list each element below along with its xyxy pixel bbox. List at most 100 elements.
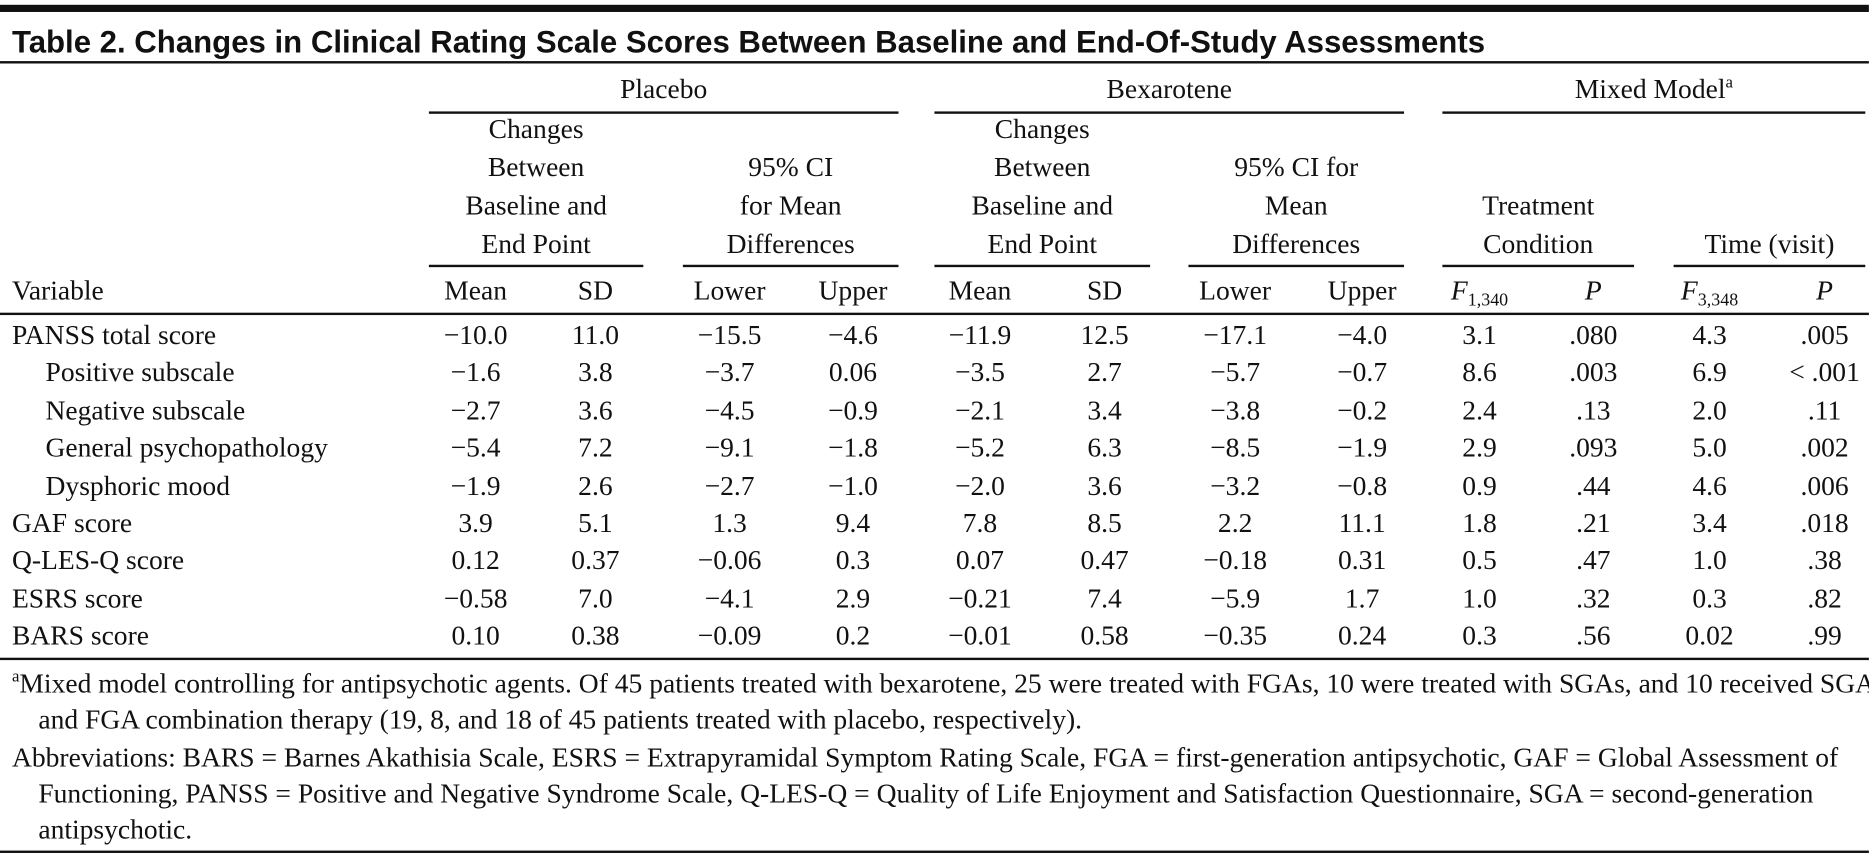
cell-value: 0.5: [1462, 545, 1497, 576]
cell-value: −4.5: [704, 395, 755, 426]
cell-value: −1.9: [450, 470, 501, 501]
cell-value: 0.10: [451, 620, 500, 651]
cell-value: −0.09: [697, 620, 762, 651]
cell-value: 1.3: [712, 507, 747, 538]
cell-value: −0.35: [1203, 620, 1268, 651]
cell-value: −2.0: [954, 470, 1005, 501]
cell-value: 0.3: [1692, 583, 1727, 614]
cell-value: −1.6: [450, 357, 501, 388]
header-rule: [0, 312, 1869, 315]
group-rule: [1442, 111, 1866, 114]
subgroup-line: Differences: [726, 228, 855, 259]
cell-value: .13: [1576, 395, 1611, 426]
column-header: Lower: [693, 275, 766, 306]
cell-value: 3.6: [578, 395, 613, 426]
row-label: Dysphoric mood: [45, 470, 230, 501]
cell-value: −2.7: [450, 395, 501, 426]
group-rule: [934, 111, 1405, 114]
row-label: General psychopathology: [45, 432, 328, 463]
stat-df: 3,348: [1697, 291, 1739, 311]
row-label: PANSS total score: [11, 319, 217, 350]
cell-value: −11.9: [948, 319, 1012, 350]
cell-value: 9.4: [835, 507, 871, 538]
cell-value: .006: [1800, 470, 1849, 501]
cell-value: 12.5: [1080, 319, 1129, 350]
cell-value: 5.0: [1692, 432, 1727, 463]
cell-value: 4.3: [1692, 319, 1727, 350]
cell-value: .32: [1576, 583, 1611, 614]
footnote: Abbreviations: BARS = Barnes Akathisia S…: [12, 740, 1869, 848]
cell-value: 2.9: [1462, 432, 1497, 463]
cell-value: 2.0: [1692, 395, 1727, 426]
row-label: Positive subscale: [45, 357, 235, 388]
cell-value: −0.2: [1337, 395, 1388, 426]
group-rule: [1673, 264, 1866, 267]
cell-value: 0.3: [1462, 620, 1497, 651]
cell-value: 0.2: [835, 620, 871, 651]
subgroup-header: Changes Between Baseline and End Point: [922, 110, 1162, 263]
subgroup-line: Condition: [1483, 228, 1594, 259]
column-header: Variable: [11, 275, 104, 306]
subgroup-header: 95% CI for Mean Differences: [1176, 110, 1416, 263]
cell-value: .003: [1569, 357, 1618, 388]
cell-value: 3.6: [1087, 470, 1122, 501]
cell-value: −5.4: [450, 432, 501, 463]
cell-value: 3.4: [1692, 507, 1727, 538]
subgroup-line: Treatment: [1482, 190, 1595, 221]
group-rule: [1442, 264, 1635, 267]
cell-value: −17.1: [1203, 319, 1268, 350]
cell-value: −4.1: [704, 583, 755, 614]
cell-value: 3.8: [578, 357, 613, 388]
row-label: ESRS score: [11, 583, 143, 614]
cell-value: .093: [1569, 432, 1618, 463]
cell-value: −0.9: [827, 395, 878, 426]
cell-value: 2.7: [1087, 357, 1122, 388]
cell-value: 0.58: [1080, 620, 1129, 651]
stat-symbol: P: [1816, 275, 1833, 306]
cell-value: 2.9: [835, 583, 871, 614]
subgroup-header: Treatment Condition: [1430, 110, 1646, 263]
cell-value: 3.1: [1462, 319, 1497, 350]
subgroup-line: Between: [994, 152, 1091, 183]
group-rule: [428, 264, 644, 267]
cell-value: 7.2: [578, 432, 613, 463]
subgroup-line: Changes: [488, 113, 584, 144]
footnote-mark: a: [1725, 74, 1733, 93]
cell-value: −1.8: [827, 432, 878, 463]
cell-value: −9.1: [704, 432, 755, 463]
cell-value: −15.5: [697, 319, 762, 350]
cell-value: 0.02: [1685, 620, 1734, 651]
group-label: Placebo: [620, 74, 708, 105]
cell-value: 5.1: [578, 507, 613, 538]
cell-value: .47: [1576, 545, 1611, 576]
cell-value: 3.9: [458, 507, 493, 538]
cell-value: 11.0: [571, 319, 620, 350]
group-rule: [1188, 264, 1405, 267]
column-header: SD: [577, 275, 614, 306]
column-header: Upper: [818, 275, 888, 306]
cell-value: .005: [1800, 319, 1849, 350]
cell-value: .44: [1576, 470, 1611, 501]
cell-value: −5.9: [1210, 583, 1261, 614]
cell-value: 0.38: [571, 620, 620, 651]
subgroup-line: 95% CI: [748, 152, 834, 183]
footnote-text: Mixed model controlling for antipsychoti…: [19, 668, 1869, 735]
column-header: F3,348: [1638, 272, 1782, 310]
column-header: Mean: [444, 275, 507, 306]
subgroup-line: Mean: [1264, 190, 1328, 221]
group-rule: [934, 264, 1151, 267]
footnote-text: Abbreviations: BARS = Barnes Akathisia S…: [11, 742, 1839, 845]
column-header: Mean: [948, 275, 1012, 306]
cell-value: 0.12: [451, 545, 500, 576]
cell-value: 1.8: [1462, 507, 1497, 538]
subgroup-line: Differences: [1232, 228, 1361, 259]
cell-value: −0.06: [697, 545, 762, 576]
row-label: Q-LES-Q score: [11, 545, 185, 576]
cell-value: 8.5: [1087, 507, 1122, 538]
cell-value: −4.0: [1337, 319, 1388, 350]
cell-value: −8.5: [1210, 432, 1261, 463]
group-header: Mixed Modela: [1442, 71, 1865, 109]
subgroup-line: Baseline and: [971, 190, 1114, 221]
column-header: Lower: [1199, 275, 1272, 306]
